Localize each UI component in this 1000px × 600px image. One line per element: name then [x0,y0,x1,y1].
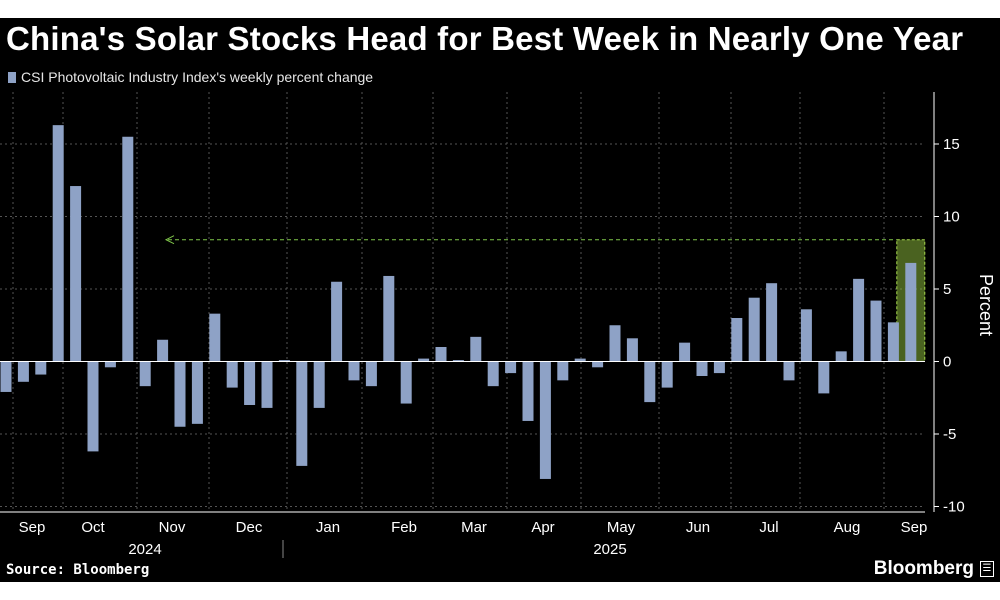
bar [104,361,116,368]
x-tick-label: Jan [316,519,340,536]
year-label: 2025 [593,541,626,558]
bar [348,361,360,381]
bar [731,318,743,362]
x-tick-label: Oct [81,519,105,536]
legend-swatch [8,71,16,83]
x-tick-label: Feb [391,519,417,536]
legend-label: CSI Photovoltaic Industry Index's weekly… [21,69,374,85]
bar [331,281,343,362]
x-tick-label: Mar [461,519,487,536]
x-tick-label: Apr [531,519,554,536]
bar [905,262,917,362]
bar [313,361,325,408]
y-tick-label: -5 [943,426,956,443]
y-tick-label: -10 [943,499,965,516]
bar [748,297,760,362]
bar [644,361,656,403]
bar [818,361,830,394]
y-tick-label: 5 [943,281,951,298]
legend: CSI Photovoltaic Industry Index's weekly… [8,69,373,85]
bar [87,361,99,452]
bar [400,361,412,404]
bar [661,361,673,388]
y-tick-label: 15 [943,136,960,153]
bar [278,360,290,362]
chart-title: China's Solar Stocks Head for Best Week … [6,20,964,57]
bar [157,339,169,362]
bar [783,361,795,381]
y-tick-label: 0 [943,354,951,371]
bar [17,361,29,382]
bar [244,361,256,405]
bar [679,342,691,362]
bar [52,125,64,362]
bar [191,361,203,424]
bar [122,136,134,362]
reference-arrow-icon [164,235,175,245]
y-tick-label: 10 [943,209,960,226]
bar [174,361,186,427]
x-tick-label: May [607,519,636,536]
bar [452,360,464,362]
bottom-border [0,582,1000,600]
bar [435,347,447,362]
brand-logo: Bloomberg [873,558,974,579]
bar [696,361,708,376]
bar [505,361,517,374]
bar [418,358,430,362]
bar [365,361,377,387]
bar [383,275,395,362]
bar [261,361,273,408]
x-tick-label: Aug [834,519,861,536]
y-axis-label: Percent [976,274,996,336]
bar [870,300,882,362]
x-tick-label: Sep [19,519,46,536]
top-border [0,0,1000,18]
bar [0,361,12,392]
bar [574,358,586,362]
x-tick-label: Sep [901,519,928,536]
bar [592,361,604,368]
x-tick-label: Jul [759,519,778,536]
bar [35,361,47,375]
bar [766,283,778,362]
bar [835,351,847,362]
bar [522,361,534,421]
bar [557,361,569,381]
bar [139,361,151,387]
bar [626,338,638,362]
year-label: 2024 [128,541,161,558]
source-note: Source: Bloomberg [6,562,150,578]
bar [609,325,621,362]
bar [887,322,899,362]
bar [226,361,238,388]
bar [487,361,499,387]
x-tick-label: Dec [236,519,263,536]
bar [853,278,865,362]
bar [539,361,551,479]
bar [470,336,482,362]
bar [296,361,308,466]
bar [70,186,82,362]
bar [800,309,812,362]
x-tick-label: Jun [686,519,710,536]
bar [713,361,725,374]
x-tick-label: Nov [159,519,186,536]
bloomberg-terminal-icon: ☰ [980,561,994,577]
bar [209,313,221,362]
